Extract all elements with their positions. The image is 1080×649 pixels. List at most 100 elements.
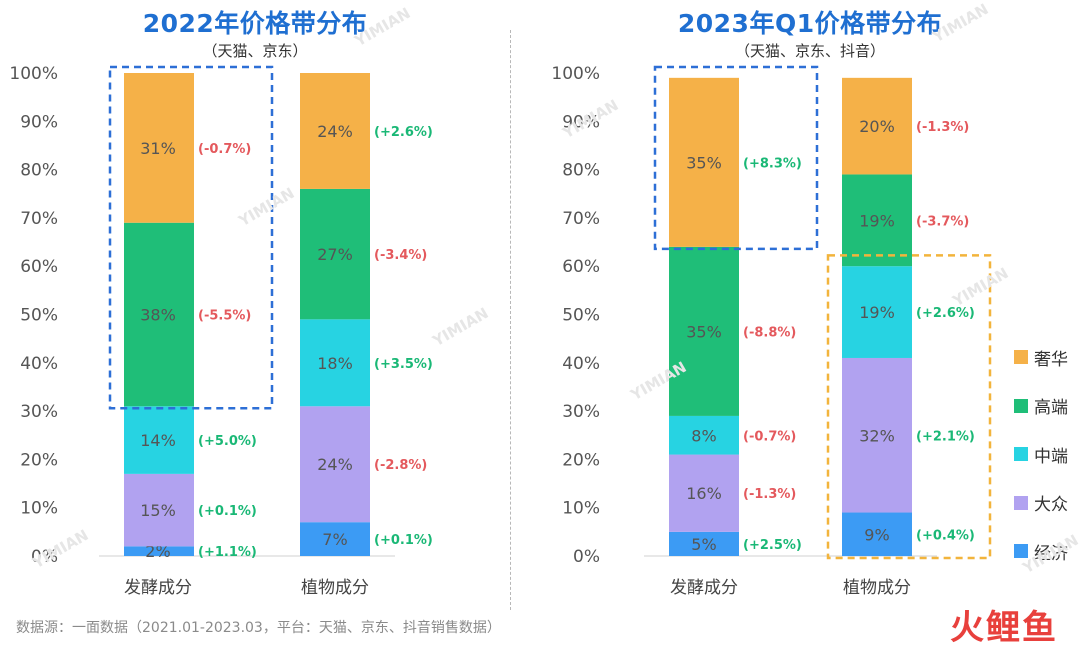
y-tick-label: 40% (20, 354, 58, 374)
legend-item: 奢华 (1014, 333, 1080, 382)
bar-segment (300, 522, 370, 556)
chart-plot-2022: 0% 10% 20% 30% 40% 50% 60% 70% 80% 90% 100% 2% (+1.1… (9, 64, 433, 598)
data-label: 38% (140, 306, 176, 325)
y-tick-label: 20% (20, 450, 58, 470)
y-tick-label: 70% (20, 209, 58, 229)
bar-segment (842, 266, 912, 358)
legend-swatch (1014, 495, 1028, 510)
chart-subtitle: （天猫、京东） (202, 42, 308, 60)
data-label: 27% (317, 245, 353, 264)
change-label: (-0.7%) (743, 429, 796, 444)
y-tick-label: 60% (20, 257, 58, 277)
legend-item: 大众 (1014, 479, 1080, 528)
bar-segment (669, 454, 739, 532)
data-label: 19% (859, 211, 895, 230)
bar-segment (842, 512, 912, 556)
legend-label: 高端 (1034, 398, 1068, 419)
data-label: 35% (686, 322, 722, 341)
legend-label: 奢华 (1034, 349, 1068, 370)
change-label: (+0.1%) (198, 504, 257, 519)
data-label: 9% (864, 525, 889, 544)
y-tick-label: 100% (551, 64, 600, 84)
data-label: 31% (140, 139, 176, 158)
data-source-note: 数据源：一面数据（2021.01-2023.03，平台：天猫、京东、抖音销售数据… (16, 620, 501, 636)
chart-plot-2023q1: 0% 10% 20% 30% 40% 50% 60% 70% 80% 90% 100% 5% (+2.5… (551, 64, 992, 598)
change-label: (-3.7%) (916, 214, 969, 229)
y-tick-label: 50% (20, 306, 58, 326)
chart-legend: 奢华 高端 中端 大众 经济 (1014, 333, 1080, 576)
bar-segment (669, 246, 739, 416)
bar-segment (124, 546, 194, 556)
data-label: 20% (859, 117, 895, 136)
bar-segment (124, 222, 194, 407)
legend-swatch (1014, 544, 1028, 559)
data-label: 24% (317, 122, 353, 141)
bar-segment (842, 357, 912, 513)
legend-item: 高端 (1014, 382, 1080, 431)
bar-segment (300, 73, 370, 189)
y-tick-label: 50% (562, 306, 600, 326)
change-label: (+2.6%) (916, 306, 975, 321)
y-tick-label: 90% (562, 112, 600, 132)
change-label: (+2.1%) (916, 429, 975, 444)
y-tick-label: 30% (562, 402, 600, 422)
change-label: (-1.3%) (916, 120, 969, 135)
legend-label: 大众 (1034, 495, 1068, 516)
change-label: (-1.3%) (743, 487, 796, 502)
change-label: (-3.4%) (374, 248, 427, 263)
x-tick-label: 发酵成分 (670, 578, 738, 598)
y-tick-label: 90% (20, 112, 58, 132)
y-tick-label: 80% (20, 161, 58, 181)
data-label: 5% (691, 535, 716, 554)
change-label: (+0.4%) (916, 528, 975, 543)
y-tick-label: 30% (20, 402, 58, 422)
y-tick-label: 80% (562, 161, 600, 181)
y-tick-label: 0% (573, 547, 600, 567)
bar-segment (300, 319, 370, 407)
data-label: 2% (145, 542, 170, 561)
x-tick-label: 植物成分 (843, 578, 911, 598)
data-label: 19% (859, 303, 895, 322)
data-label: 32% (859, 426, 895, 445)
bar-segment (300, 406, 370, 523)
bar-segment (669, 77, 739, 247)
bar-segment (300, 188, 370, 320)
data-label: 14% (140, 431, 176, 450)
chart-panel-2023q1: 2023年Q1价格带分布 （天猫、京东、抖音） 0% 10% 20% 30% 40% 50… (540, 0, 1080, 610)
brand-logo: 火鲤鱼 (950, 608, 1058, 648)
chart-panel-2022: 2022年价格带分布 （天猫、京东） 0% 10% 20% 30% 40% 50% 60% 7… (0, 0, 510, 610)
change-label: (+3.5%) (374, 357, 433, 372)
x-tick-label: 植物成分 (301, 578, 369, 598)
highlight-box (826, 254, 992, 560)
data-label: 8% (691, 426, 716, 445)
data-label: 15% (140, 501, 176, 520)
change-label: (+0.1%) (374, 533, 433, 548)
legend-item: 中端 (1014, 430, 1080, 479)
y-tick-label: 60% (562, 257, 600, 277)
y-tick-label: 0% (31, 547, 58, 567)
bar-segment (669, 531, 739, 556)
data-label: 7% (322, 530, 347, 549)
change-label: (-8.8%) (743, 325, 796, 340)
change-label: (+8.3%) (743, 156, 802, 171)
bar-segment (842, 77, 912, 175)
panel-divider (510, 30, 511, 610)
change-label: (-0.7%) (198, 142, 251, 157)
legend-label: 中端 (1034, 446, 1068, 467)
x-tick-label: 发酵成分 (124, 578, 192, 598)
data-label: 16% (686, 484, 722, 503)
change-label: (+1.1%) (198, 545, 257, 560)
y-tick-label: 70% (562, 209, 600, 229)
legend-swatch (1014, 447, 1028, 462)
y-tick-label: 40% (562, 354, 600, 374)
bar-segment (124, 473, 194, 547)
y-tick-label: 10% (562, 499, 600, 519)
bar-segment (669, 415, 739, 455)
change-label: (-5.5%) (198, 309, 251, 324)
change-label: (+2.6%) (374, 125, 433, 140)
data-label: 24% (317, 455, 353, 474)
chart-subtitle: （天猫、京东、抖音） (734, 42, 885, 60)
legend-swatch (1014, 398, 1028, 413)
y-tick-label: 20% (562, 450, 600, 470)
chart-title: 2022年价格带分布 (142, 9, 368, 38)
